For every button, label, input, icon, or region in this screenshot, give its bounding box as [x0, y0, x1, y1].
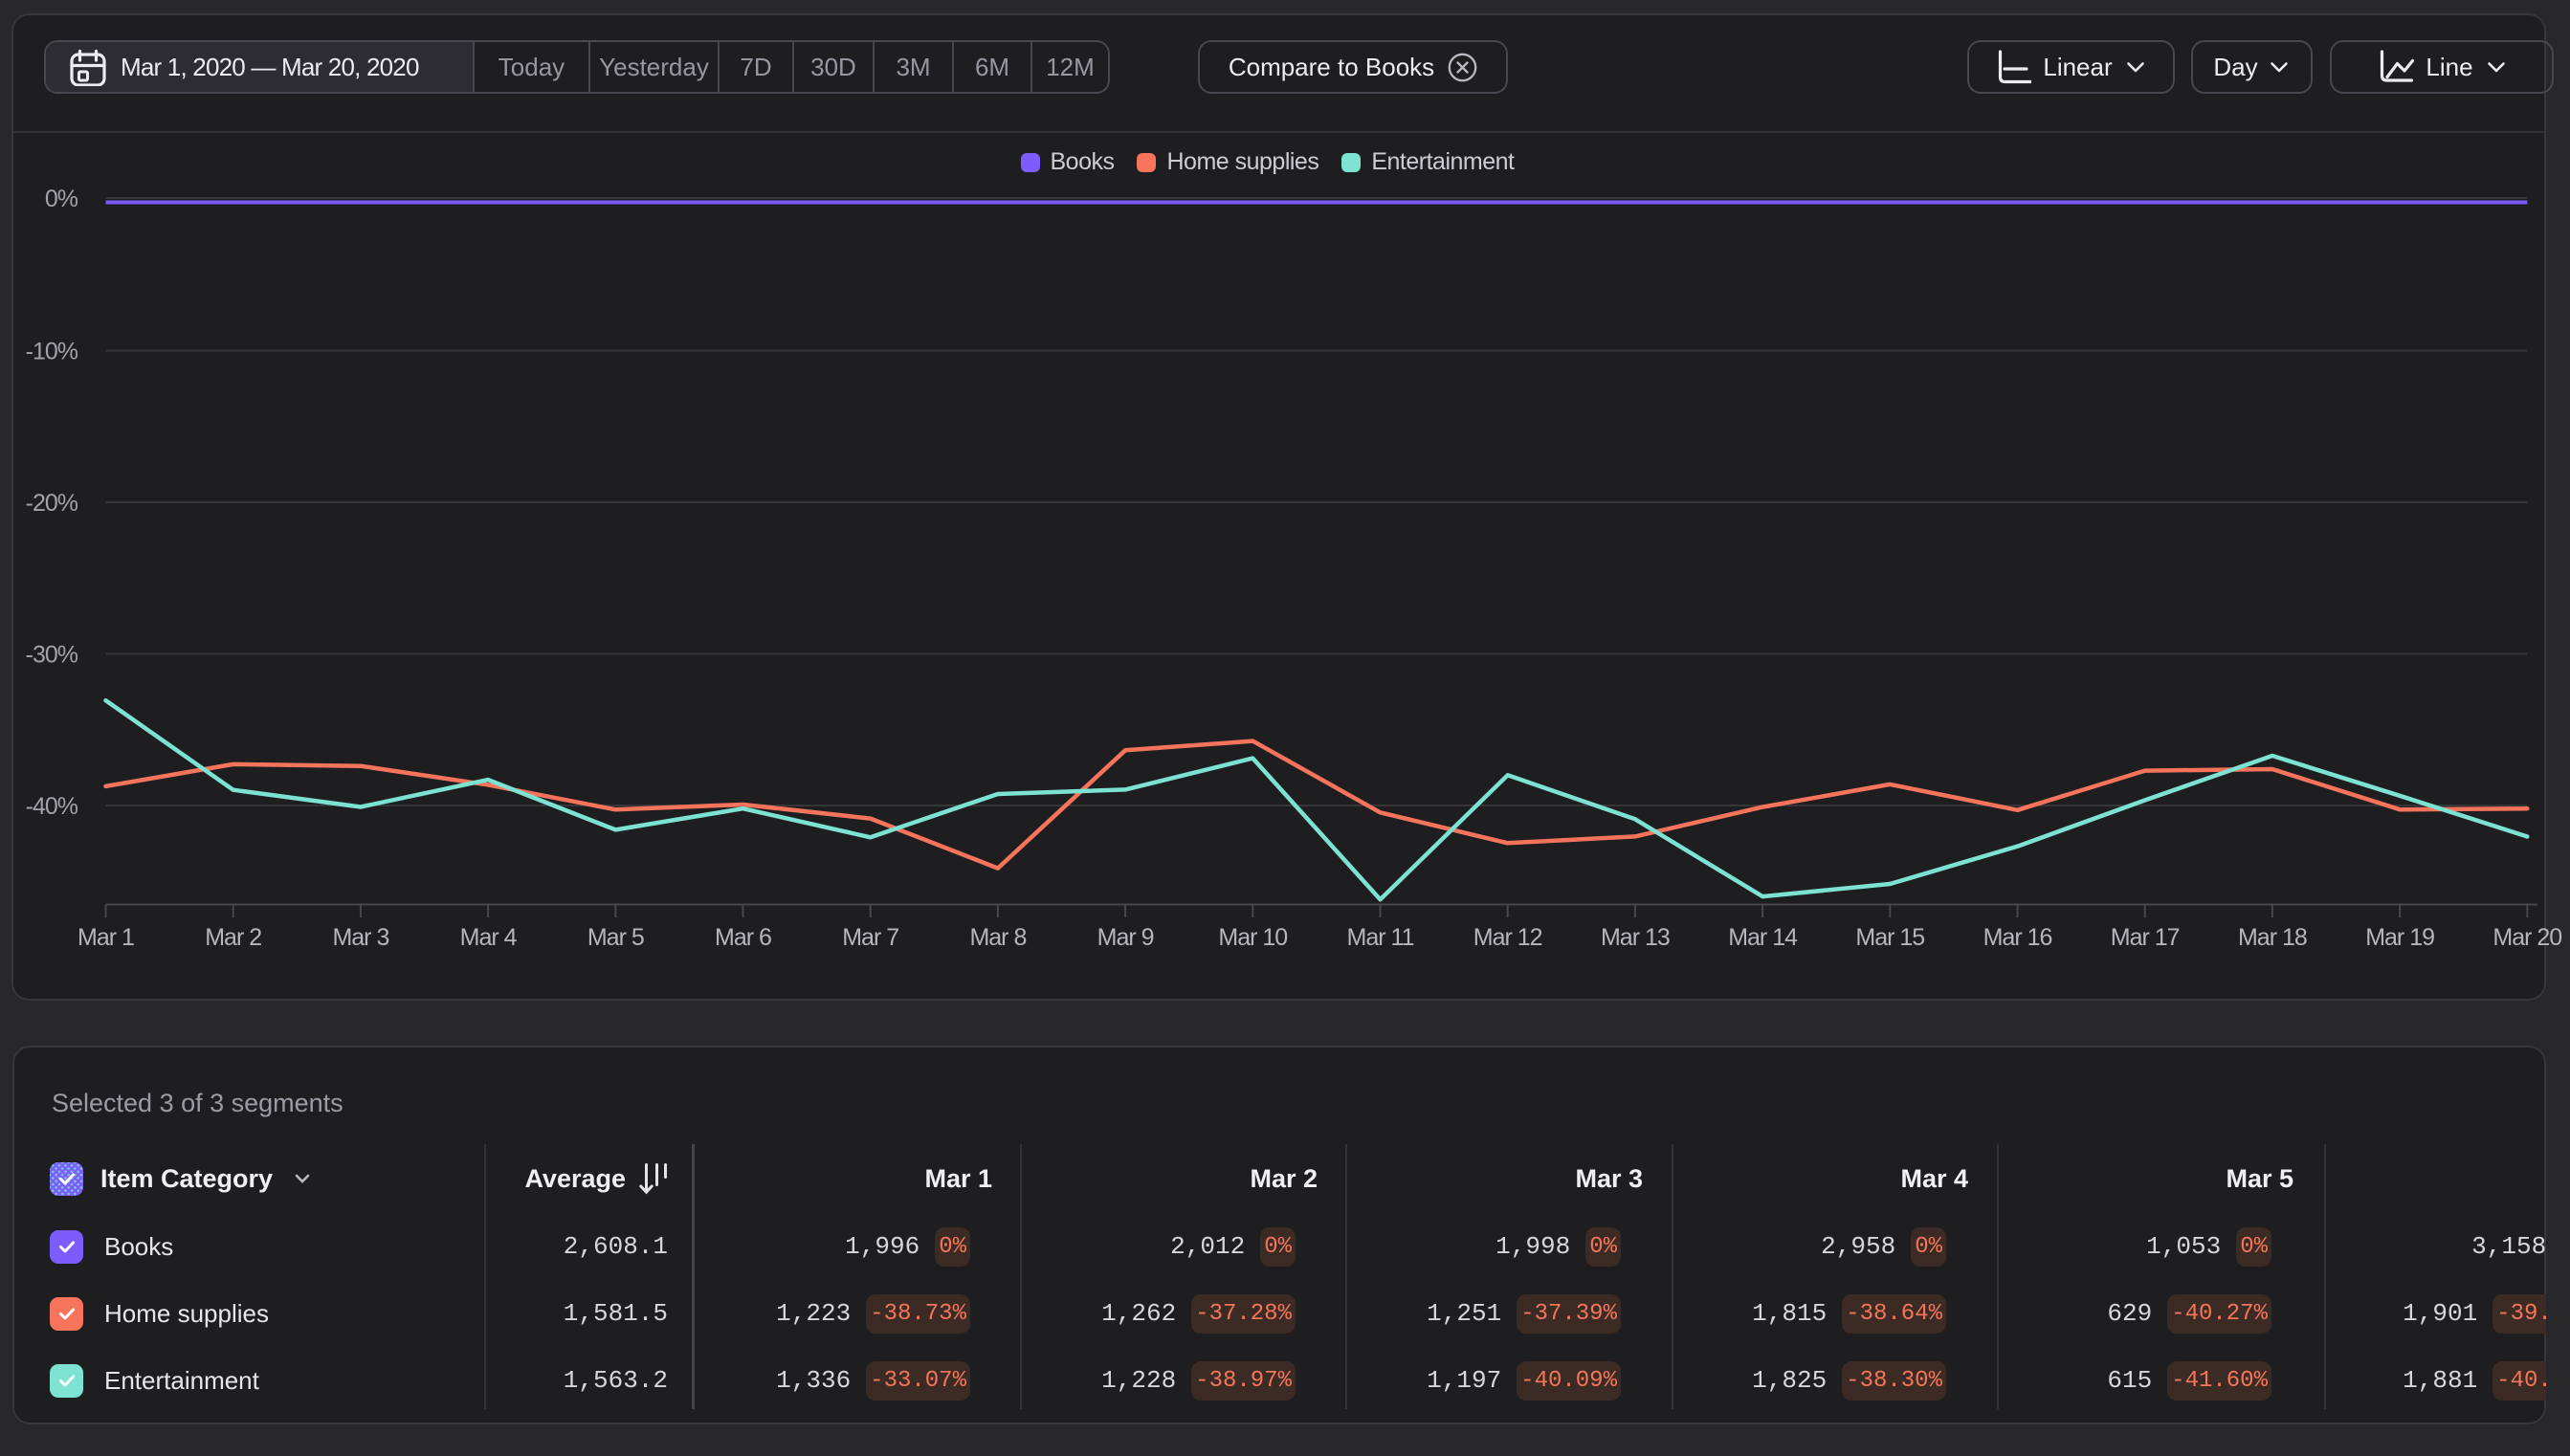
- svg-text:Mar 18: Mar 18: [2238, 924, 2307, 951]
- svg-text:Mar 5: Mar 5: [587, 924, 644, 951]
- svg-text:0%: 0%: [45, 186, 78, 212]
- svg-text:Mar 1: Mar 1: [78, 924, 134, 951]
- svg-text:Mar 20: Mar 20: [2492, 924, 2561, 951]
- svg-text:Mar 7: Mar 7: [842, 924, 898, 951]
- svg-text:Mar 15: Mar 15: [1855, 924, 1924, 951]
- svg-text:Mar 4: Mar 4: [460, 924, 518, 951]
- svg-text:-30%: -30%: [26, 642, 78, 669]
- svg-text:Mar 3: Mar 3: [332, 924, 388, 951]
- svg-text:Mar 19: Mar 19: [2365, 924, 2434, 951]
- svg-text:Mar 13: Mar 13: [1601, 924, 1670, 951]
- svg-text:Mar 14: Mar 14: [1728, 924, 1798, 951]
- svg-text:Mar 6: Mar 6: [715, 924, 771, 951]
- svg-text:-10%: -10%: [26, 339, 78, 365]
- svg-text:Mar 2: Mar 2: [205, 924, 261, 951]
- svg-text:Mar 17: Mar 17: [2111, 924, 2180, 951]
- svg-text:Mar 9: Mar 9: [1097, 924, 1154, 951]
- svg-text:Mar 12: Mar 12: [1473, 924, 1542, 951]
- svg-text:-20%: -20%: [26, 490, 78, 517]
- svg-text:Mar 16: Mar 16: [1983, 924, 2052, 951]
- svg-text:Mar 8: Mar 8: [969, 924, 1026, 951]
- svg-text:Mar 11: Mar 11: [1347, 924, 1414, 951]
- svg-text:-40%: -40%: [26, 793, 78, 820]
- svg-text:Mar 10: Mar 10: [1218, 924, 1287, 951]
